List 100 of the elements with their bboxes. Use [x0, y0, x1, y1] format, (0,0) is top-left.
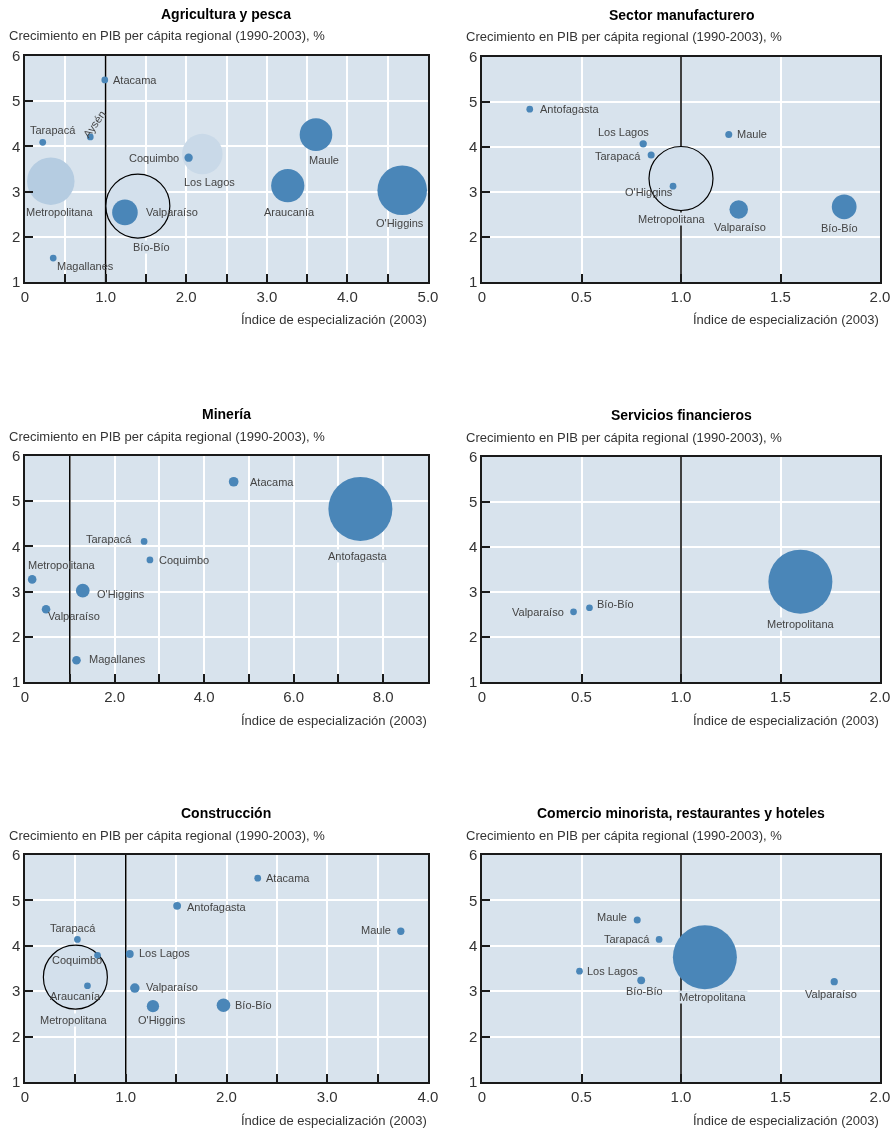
annotation: Maule [737, 128, 767, 140]
annotation: Coquimbo [52, 954, 103, 966]
annotation: Maule [309, 154, 339, 166]
chart-title: Minería [202, 406, 252, 422]
x-tick-label: 2.0 [869, 687, 891, 705]
annotation: Tarapacá [604, 933, 651, 945]
y-tick-label: 3 [11, 582, 21, 600]
annotation: Metropolitana [40, 1014, 108, 1026]
annotation: Coquimbo [159, 554, 210, 566]
y-axis-title: Crecimiento en PIB per cápita regional (1990-2003), % [9, 828, 326, 843]
x-tick-label: 8.0 [372, 687, 394, 705]
y-tick-label: 4 [468, 937, 478, 955]
annotation: Valparaíso [146, 981, 198, 993]
annotation: Valparaíso [805, 988, 857, 1000]
y-tick-label: 1 [11, 273, 21, 291]
y-tick-label: 2 [11, 228, 21, 246]
x-axis-title: Índice de especialización (2003) [693, 1113, 879, 1128]
y-tick-label: 5 [468, 891, 478, 909]
y-tick-label: 5 [11, 92, 21, 110]
x-tick-label: 2.0 [869, 1087, 891, 1105]
x-tick-label: 3.0 [316, 1087, 338, 1105]
annotation: Tarapacá [86, 533, 133, 545]
y-axis-title: Crecimiento en PIB per cápita regional (1990-2003), % [9, 429, 326, 444]
x-tick-label: 0 [477, 687, 487, 705]
x-tick-label: 3.0 [256, 287, 278, 305]
annotation: Valparaíso [714, 221, 766, 233]
x-tick-label: 1.5 [770, 1087, 791, 1105]
x-tick-label: 1.0 [95, 287, 117, 305]
annotation: Araucanía [50, 990, 102, 1002]
annotation: Maule [361, 924, 391, 936]
x-axis-title: Índice de especialización (2003) [241, 1113, 427, 1128]
chart-title: Agricultura y pesca [161, 6, 292, 22]
y-tick-label: 6 [468, 846, 478, 864]
annotation: Tarapacá [595, 150, 642, 162]
annotation: Los Lagos [139, 947, 191, 959]
x-tick-label: 0.5 [571, 287, 592, 305]
annotation: Antofagasta [187, 901, 247, 913]
x-tick-label: 4.0 [193, 687, 215, 705]
annotation: O'Higgins [97, 588, 145, 600]
annotation: Valparaíso [512, 606, 564, 618]
y-tick-label: 3 [11, 982, 21, 1000]
annotation: Coquimbo [129, 152, 180, 164]
x-tick-label: 4.0 [336, 287, 358, 305]
y-tick-label: 5 [11, 891, 21, 909]
y-tick-label: 3 [11, 182, 21, 200]
y-tick-label: 3 [468, 982, 478, 1000]
annotation: Antofagasta [540, 103, 600, 115]
annotation: Tarapacá [30, 124, 77, 136]
y-axis-title: Crecimiento en PIB per cápita regional (1990-2003), % [466, 828, 783, 843]
annotation: Metropolitana [679, 991, 747, 1003]
annotation: Bío-Bío [597, 598, 634, 610]
x-tick-label: 2.0 [104, 687, 125, 705]
y-tick-label: 2 [468, 1027, 478, 1045]
y-tick-label: 1 [11, 673, 21, 691]
x-tick-label: 4.0 [417, 1087, 439, 1105]
annotation: Los Lagos [587, 965, 639, 977]
annotation: Atacama [250, 476, 295, 488]
y-tick-label: 4 [468, 538, 478, 556]
x-tick-label: 1.5 [770, 287, 791, 305]
y-tick-label: 4 [11, 137, 21, 155]
x-tick-label: 1.0 [115, 1087, 137, 1105]
y-tick-label: 2 [11, 1027, 21, 1045]
annotation: Bío-Bío [235, 999, 272, 1011]
x-axis-title: Índice de especialización (2003) [241, 312, 427, 327]
x-tick-label: 2.0 [175, 287, 197, 305]
annotation: Los Lagos [184, 176, 236, 188]
x-tick-label: 0.5 [571, 687, 592, 705]
annotation: Bío-Bío [133, 241, 170, 253]
x-tick-label: 1.5 [770, 687, 791, 705]
annotation: Atacama [113, 74, 158, 86]
y-tick-label: 4 [11, 937, 21, 955]
y-tick-label: 2 [468, 228, 478, 246]
annotation: O'Higgins [376, 217, 424, 229]
y-tick-label: 4 [11, 537, 21, 555]
annotation: Metropolitana [767, 618, 835, 630]
annotation: Metropolitana [638, 213, 706, 225]
annotation: Los Lagos [598, 126, 650, 138]
chart-title: Comercio minorista, restaurantes y hoteles [537, 805, 826, 821]
annotation: Bío-Bío [626, 985, 663, 997]
annotation: Araucanía [264, 206, 316, 218]
y-axis-title: Crecimiento en PIB per cápita regional (1990-2003), % [9, 28, 326, 43]
annotation: Bío-Bío [821, 222, 858, 234]
x-tick-label: 2.0 [869, 287, 891, 305]
annotation: Tarapacá [50, 922, 97, 934]
y-tick-label: 6 [11, 47, 21, 65]
x-tick-label: 1.0 [670, 287, 692, 305]
x-tick-label: 1.0 [670, 1087, 692, 1105]
annotation: Maule [597, 911, 627, 923]
x-tick-label: 0.5 [571, 1087, 592, 1105]
y-tick-label: 2 [11, 628, 21, 646]
y-tick-label: 6 [468, 448, 478, 466]
x-axis-title: Índice de especialización (2003) [693, 713, 879, 728]
y-tick-label: 6 [468, 48, 478, 66]
x-tick-label: 5.0 [417, 287, 439, 305]
annotation: Metropolitana [26, 206, 94, 218]
y-axis-title: Crecimiento en PIB per cápita regional (1990-2003), % [466, 430, 783, 445]
x-tick-label: 0 [20, 687, 30, 705]
x-tick-label: 0 [477, 1087, 487, 1105]
annotation: O'Higgins [138, 1014, 186, 1026]
annotation: Atacama [266, 872, 311, 884]
